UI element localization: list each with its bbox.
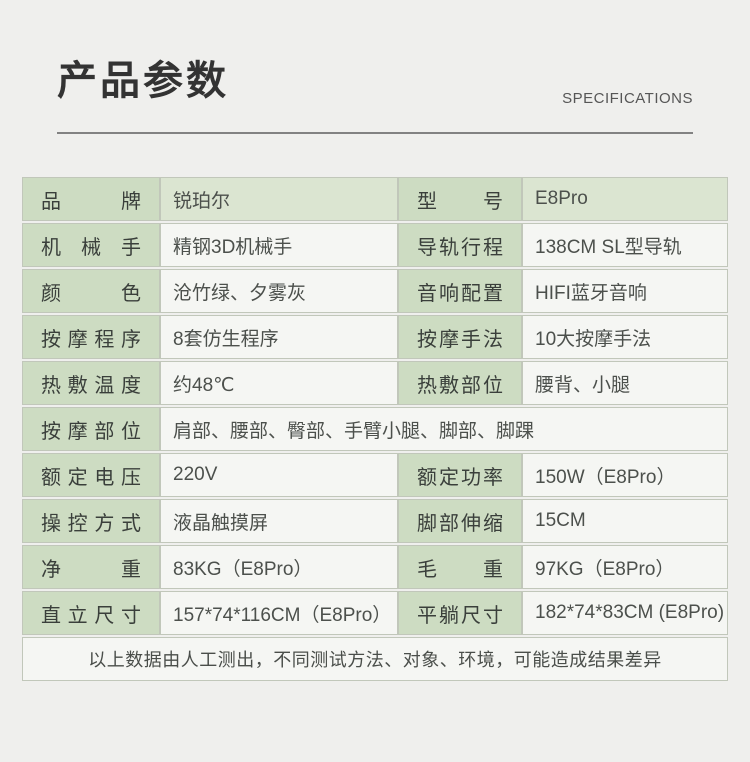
spec-table: 品牌 锐珀尔 型号 E8Pro 机械手 精钢3D机械手 导轨行程 138CM SL型导轨 颜色沧… bbox=[22, 175, 728, 683]
spec-label-text: 额定电压 bbox=[41, 466, 141, 489]
spec-value-cell: 15CM bbox=[522, 499, 728, 543]
table-row: 机械手 精钢3D机械手 导轨行程 138CM SL型导轨 bbox=[22, 223, 728, 267]
spec-label-cell: 热敷温度 bbox=[22, 361, 160, 405]
spec-label-cell: 品牌 bbox=[22, 177, 160, 221]
spec-label-cell: 按摩部位 bbox=[22, 407, 160, 451]
spec-label-cell: 脚部伸缩 bbox=[398, 499, 522, 543]
spec-label-cell: 机械手 bbox=[22, 223, 160, 267]
footer-note: 以上数据由人工测出，不同测试方法、对象、环境，可能造成结果差异 bbox=[22, 637, 728, 681]
spec-label-cell: 额定功率 bbox=[398, 453, 522, 497]
spec-table-body: 品牌 锐珀尔 型号 E8Pro 机械手 精钢3D机械手 导轨行程 138CM SL型导轨 颜色沧… bbox=[22, 177, 728, 681]
spec-label-cell: 净重 bbox=[22, 545, 160, 589]
spec-label-text: 导轨行程 bbox=[417, 236, 503, 259]
spec-value-cell: 腰背、小腿 bbox=[522, 361, 728, 405]
spec-label-text: 按摩手法 bbox=[417, 328, 503, 351]
spec-value-cell: 97KG（E8Pro） bbox=[522, 545, 728, 589]
spec-value-cell: 83KG（E8Pro） bbox=[160, 545, 398, 589]
spec-value-cell: 精钢3D机械手 bbox=[160, 223, 398, 267]
spec-label-cell: 导轨行程 bbox=[398, 223, 522, 267]
table-row: 热敷温度 约48℃ 热敷部位 腰背、小腿 bbox=[22, 361, 728, 405]
table-row: 按摩部位 肩部、腰部、臀部、手臂小腿、脚部、脚踝 bbox=[22, 407, 728, 451]
spec-label-text: 热敷温度 bbox=[41, 374, 141, 397]
spec-value-cell: 8套仿生程序 bbox=[160, 315, 398, 359]
spec-label-cell: 操控方式 bbox=[22, 499, 160, 543]
spec-label-text: 净重 bbox=[41, 558, 141, 581]
spec-label-text: 热敷部位 bbox=[417, 374, 503, 397]
spec-label-text: 按摩程序 bbox=[41, 328, 141, 351]
spec-value-cell: 182*74*83CM (E8Pro) bbox=[522, 591, 728, 635]
spec-value-cell: 138CM SL型导轨 bbox=[522, 223, 728, 267]
spec-value-cell: 150W（E8Pro） bbox=[522, 453, 728, 497]
spec-value-cell: 157*74*116CM（E8Pro） bbox=[160, 591, 398, 635]
spec-value-cell: 10大按摩手法 bbox=[522, 315, 728, 359]
table-row: 颜色 沧竹绿、夕雾灰 音响配置 HIFI蓝牙音响 bbox=[22, 269, 728, 313]
spec-label-text: 毛重 bbox=[417, 558, 503, 581]
spec-label-cell: 热敷部位 bbox=[398, 361, 522, 405]
spec-label-text: 型号 bbox=[417, 190, 503, 213]
spec-label-text: 颜色 bbox=[41, 282, 141, 305]
spec-value-cell: 肩部、腰部、臀部、手臂小腿、脚部、脚踝 bbox=[160, 407, 728, 451]
table-row: 净重 83KG（E8Pro） 毛重 97KG（E8Pro） bbox=[22, 545, 728, 589]
table-row: 品牌 锐珀尔 型号 E8Pro bbox=[22, 177, 728, 221]
spec-label-text: 机械手 bbox=[41, 236, 141, 259]
spec-label-text: 额定功率 bbox=[417, 466, 503, 489]
spec-label-text: 平躺尺寸 bbox=[417, 604, 503, 627]
spec-label-text: 音响配置 bbox=[417, 282, 503, 305]
spec-label-cell: 额定电压 bbox=[22, 453, 160, 497]
spec-label-text: 直立尺寸 bbox=[41, 604, 141, 627]
spec-label-text: 品牌 bbox=[41, 190, 141, 213]
spec-label-text: 操控方式 bbox=[41, 512, 141, 535]
specifications-subtitle: SPECIFICATIONS bbox=[562, 90, 693, 107]
title-divider bbox=[57, 132, 693, 134]
table-row: 按摩程序 8套仿生程序 按摩手法 10大按摩手法 bbox=[22, 315, 728, 359]
spec-value-cell: E8Pro bbox=[522, 177, 728, 221]
spec-value-cell: 沧竹绿、夕雾灰 bbox=[160, 269, 398, 313]
spec-value-cell: 约48℃ bbox=[160, 361, 398, 405]
spec-value-cell: 液晶触摸屏 bbox=[160, 499, 398, 543]
table-row: 操控方式 液晶触摸屏 脚部伸缩 15CM bbox=[22, 499, 728, 543]
spec-value-cell: 锐珀尔 bbox=[160, 177, 398, 221]
spec-label-cell: 颜色 bbox=[22, 269, 160, 313]
spec-label-cell: 平躺尺寸 bbox=[398, 591, 522, 635]
spec-label-cell: 型号 bbox=[398, 177, 522, 221]
page-title: 产品参数 bbox=[57, 59, 229, 103]
spec-label-cell: 毛重 bbox=[398, 545, 522, 589]
spec-label-text: 按摩部位 bbox=[41, 420, 141, 443]
spec-value-cell: 220V bbox=[160, 453, 398, 497]
table-row: 额定电压 220V 额定功率 150W（E8Pro） bbox=[22, 453, 728, 497]
spec-label-cell: 按摩手法 bbox=[398, 315, 522, 359]
spec-label-cell: 按摩程序 bbox=[22, 315, 160, 359]
page-header: 产品参数 SPECIFICATIONS bbox=[0, 0, 750, 107]
spec-label-cell: 音响配置 bbox=[398, 269, 522, 313]
spec-value-cell: HIFI蓝牙音响 bbox=[522, 269, 728, 313]
table-footer-row: 以上数据由人工测出，不同测试方法、对象、环境，可能造成结果差异 bbox=[22, 637, 728, 681]
spec-label-cell: 直立尺寸 bbox=[22, 591, 160, 635]
spec-label-text: 脚部伸缩 bbox=[417, 512, 503, 535]
table-row: 直立尺寸 157*74*116CM（E8Pro） 平躺尺寸 182*74*83CM (… bbox=[22, 591, 728, 635]
